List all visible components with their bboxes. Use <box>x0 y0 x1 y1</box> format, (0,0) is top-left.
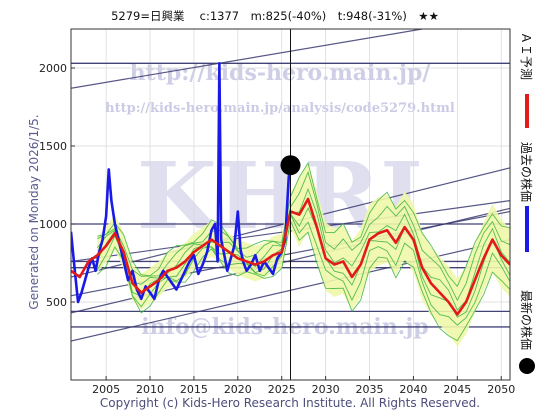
watermark-analysis-url: http://kids-hero.main.jp/analysis/code52… <box>105 101 455 116</box>
channel-line <box>71 29 423 89</box>
chart-title: 5279=日興業 c:1377 m:825(-40%) t:948(-31%) … <box>111 9 439 23</box>
ensemble-line <box>97 170 510 302</box>
x-tick-label: 2010 <box>136 383 164 396</box>
x-axis: 2005 2010 2015 2020 2025 2030 2035 2040 2045 2050 <box>92 376 515 396</box>
x-tick-label: 2035 <box>356 383 384 396</box>
legend-past-label: 過去の株価 <box>519 142 534 202</box>
prediction-band <box>96 161 510 347</box>
copyright: Copyright (c) Kids-Hero Research Institu… <box>100 396 480 410</box>
generated-label: Generated on Monday 2026/1/5. <box>27 114 41 309</box>
y-tick-label: 2000 <box>39 62 67 75</box>
legend-latest-label: 最新の株価 <box>519 290 534 350</box>
series-past-price <box>71 62 292 304</box>
ensemble-line <box>96 207 510 318</box>
x-tick-label: 2005 <box>92 383 120 396</box>
y-tick-label: 1500 <box>39 140 67 153</box>
x-tick-label: 2045 <box>443 383 471 396</box>
ensemble-line <box>97 161 510 288</box>
legend-ai-label: ＡＩ予測 <box>519 32 533 80</box>
current-marker-group <box>280 29 301 380</box>
ensemble-line <box>97 219 510 342</box>
x-tick-label: 2040 <box>399 383 427 396</box>
x-tick-label: 2015 <box>180 383 208 396</box>
prediction-band-fill <box>97 163 510 347</box>
x-tick-label: 2025 <box>268 383 296 396</box>
x-tick-label: 2050 <box>487 383 515 396</box>
y-tick-label: 1000 <box>39 218 67 231</box>
x-tick-label: 2030 <box>312 383 340 396</box>
y-tick-label: 500 <box>46 296 67 309</box>
legend-latest-dot <box>519 358 535 374</box>
plot-border <box>70 28 511 381</box>
latest-price-marker <box>280 155 301 176</box>
watermark-url: http://kids-hero.main.jp/ <box>130 60 432 86</box>
legend: ＡＩ予測 過去の株価 最新の株価 <box>519 32 535 374</box>
y-axis: 500 1000 1500 2000 <box>39 62 75 309</box>
x-tick-label: 2020 <box>224 383 252 396</box>
